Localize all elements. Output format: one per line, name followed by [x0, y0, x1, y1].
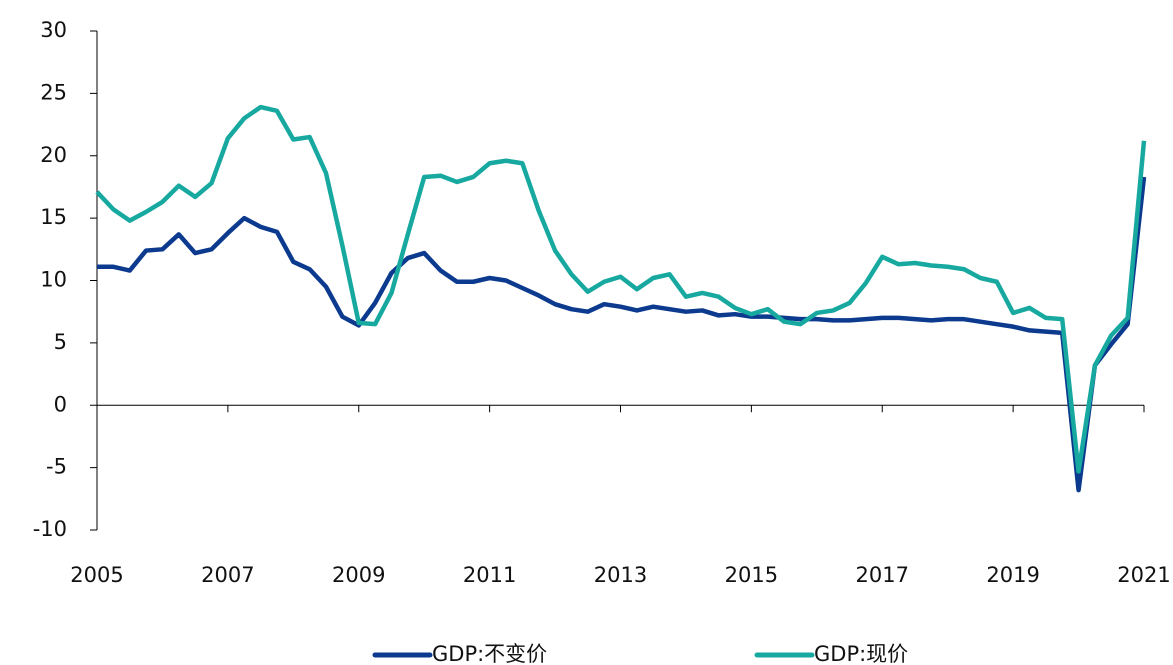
- x-tick-label: 2017: [856, 563, 909, 587]
- y-tick-label: -5: [46, 455, 67, 479]
- x-tick-label: 2013: [594, 563, 647, 587]
- y-tick-label: 25: [40, 80, 67, 104]
- y-tick-label: -10: [33, 517, 67, 541]
- x-tick-label: 2007: [201, 563, 254, 587]
- x-tick-label: 2011: [463, 563, 516, 587]
- x-tick-label: 2009: [332, 563, 385, 587]
- series-line: [95, 104, 1147, 474]
- y-tick-label: 10: [40, 268, 67, 292]
- legend-label: GDP:现价: [814, 642, 908, 665]
- y-tick-label: 30: [40, 18, 67, 42]
- x-tick-label: 2005: [70, 563, 123, 587]
- y-tick-label: 15: [40, 205, 67, 229]
- y-tick-label: 0: [54, 392, 67, 416]
- y-tick-label: 20: [40, 143, 67, 167]
- series-line: [97, 176, 1147, 493]
- legend-label: GDP:不变价: [432, 642, 547, 665]
- y-tick-label: 5: [54, 330, 67, 354]
- x-tick-label: 2019: [986, 563, 1039, 587]
- x-tick-label: 2021: [1117, 563, 1170, 587]
- x-tick-label: 2015: [725, 563, 778, 587]
